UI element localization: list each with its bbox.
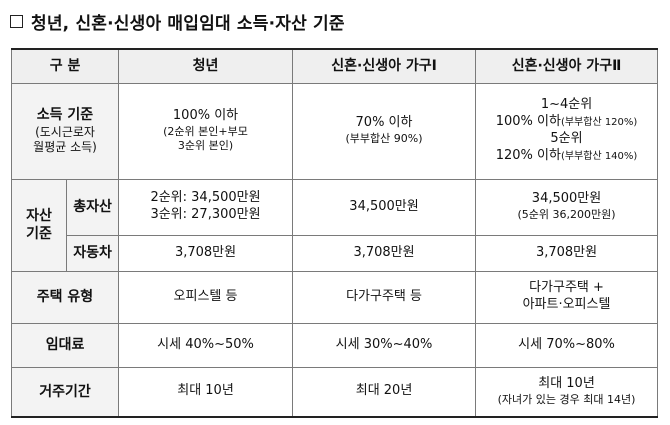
car-label: 자동차 — [65, 234, 120, 272]
header-row: 구 분 청년 신혼·신생아 가구Ⅰ 신혼·신생아 가구Ⅱ — [10, 48, 659, 84]
residence-type1: 최대 20년 — [292, 366, 477, 418]
header-type1: 신혼·신생아 가구Ⅰ — [292, 48, 477, 84]
income-type1-note: (부부합산 90%) — [345, 132, 423, 146]
residence-label: 거주기간 — [10, 366, 120, 418]
income-type2-cell: 1~4순위 100% 이하(부부합산 120%) 5순위 120% 이하(부부합… — [475, 82, 659, 180]
header-type2: 신혼·신생아 가구Ⅱ — [475, 48, 659, 84]
assets-label-cell: 자산 기준 — [11, 178, 67, 272]
rent-row: 임대료 시세 40%~50% 시세 30%~40% 시세 70%~80% — [10, 322, 659, 368]
total-assets-type2-note: (5순위 36,200만원) — [517, 208, 616, 222]
header-category: 구 분 — [10, 48, 120, 84]
total-assets-type2-value: 34,500만원 — [531, 191, 602, 207]
car-row: 자동차 3,708만원 3,708만원 3,708만원 — [12, 234, 659, 272]
income-youth-note2: 3순위 본인) — [177, 139, 234, 153]
income-youth-note1: (2순위 본인+부모 — [163, 125, 248, 139]
housing-type2-cell: 다가구주택 + 아파트·오피스텔 — [475, 270, 659, 324]
income-type2-rank2: 5순위 — [550, 131, 583, 146]
total-assets-label: 총자산 — [65, 178, 120, 236]
housing-youth: 오피스텔 등 — [118, 270, 294, 324]
total-assets-youth-rank3: 3순위: 27,300만원 — [150, 207, 261, 222]
total-assets-row: 자산 기준 총자산 2순위: 34,500만원 3순위: 27,300만원 34… — [11, 178, 659, 272]
criteria-table: 구 분 청년 신혼·신생아 가구Ⅰ 신혼·신생아 가구Ⅱ 소득 기준 (도시근로… — [10, 48, 659, 418]
income-label-sub2: 월평균 소득) — [33, 140, 97, 155]
rent-youth: 시세 40%~50% — [118, 322, 294, 368]
residence-type2-cell: 최대 10년 (자녀가 있는 경우 최대 14년) — [475, 366, 659, 418]
total-assets-youth-cell: 2순위: 34,500만원 3순위: 27,300만원 — [118, 178, 294, 236]
income-type2-limit1: 100% 이하(부부합산 120%) — [478, 114, 655, 131]
income-type2-limit1-value: 100% 이하 — [495, 114, 561, 130]
housing-row: 주택 유형 오피스텔 등 다가구주택 등 다가구주택 + 아파트·오피스텔 — [10, 270, 659, 324]
rent-type1: 시세 30%~40% — [292, 322, 477, 368]
assets-label-2: 기준 — [26, 226, 52, 242]
income-youth-value: 100% 이하 — [172, 108, 239, 124]
housing-type2-line1: 다가구주택 + — [529, 280, 604, 296]
income-type1-cell: 70% 이하 (부부합산 90%) — [292, 82, 477, 180]
housing-type1: 다가구주택 등 — [292, 270, 477, 324]
income-type2-limit2-note: (부부합산 140%) — [560, 150, 638, 162]
income-label: 소득 기준 — [36, 107, 94, 124]
rent-type2: 시세 70%~80% — [475, 322, 659, 368]
housing-label: 주택 유형 — [10, 270, 120, 324]
header-youth: 청년 — [118, 48, 294, 84]
page-title: 청년, 신혼·신생아 매입임대 소득·자산 기준 — [10, 8, 345, 34]
total-assets-youth-rank2: 2순위: 34,500만원 — [150, 190, 261, 206]
income-type1-value: 70% 이하 — [355, 115, 413, 131]
rent-label: 임대료 — [10, 322, 120, 368]
income-youth-cell: 100% 이하 (2순위 본인+부모 3순위 본인) — [118, 82, 294, 180]
housing-type2-line2: 아파트·오피스텔 — [522, 297, 611, 312]
car-type2: 3,708만원 — [475, 234, 659, 272]
income-label-cell: 소득 기준 (도시근로자 월평균 소득) — [10, 82, 120, 180]
residence-row: 거주기간 최대 10년 최대 20년 최대 10년 (자녀가 있는 경우 최대 … — [10, 366, 659, 418]
car-youth: 3,708만원 — [118, 234, 294, 272]
assets-label-1: 자산 — [26, 207, 52, 224]
income-row: 소득 기준 (도시근로자 월평균 소득) 100% 이하 (2순위 본인+부모 … — [10, 82, 659, 180]
residence-youth: 최대 10년 — [118, 366, 294, 418]
residence-type2-value: 최대 10년 — [538, 376, 595, 392]
income-type2-rank1: 1~4순위 — [540, 97, 593, 113]
page-title-text: 청년, 신혼·신생아 매입임대 소득·자산 기준 — [31, 13, 345, 34]
total-assets-type1: 34,500만원 — [292, 178, 477, 236]
income-type2-limit2-value: 120% 이하 — [495, 147, 561, 163]
income-label-sub1: (도시근로자 — [35, 124, 95, 139]
income-type2-limit2: 120% 이하(부부합산 140%) — [478, 148, 655, 165]
residence-type2-note: (자녀가 있는 경우 최대 14년) — [497, 393, 636, 407]
car-type1: 3,708만원 — [292, 234, 477, 272]
total-assets-type2-cell: 34,500만원 (5순위 36,200만원) — [475, 178, 659, 236]
checkbox-square-icon — [10, 14, 23, 28]
income-type2-limit1-note: (부부합산 120%) — [560, 117, 638, 129]
